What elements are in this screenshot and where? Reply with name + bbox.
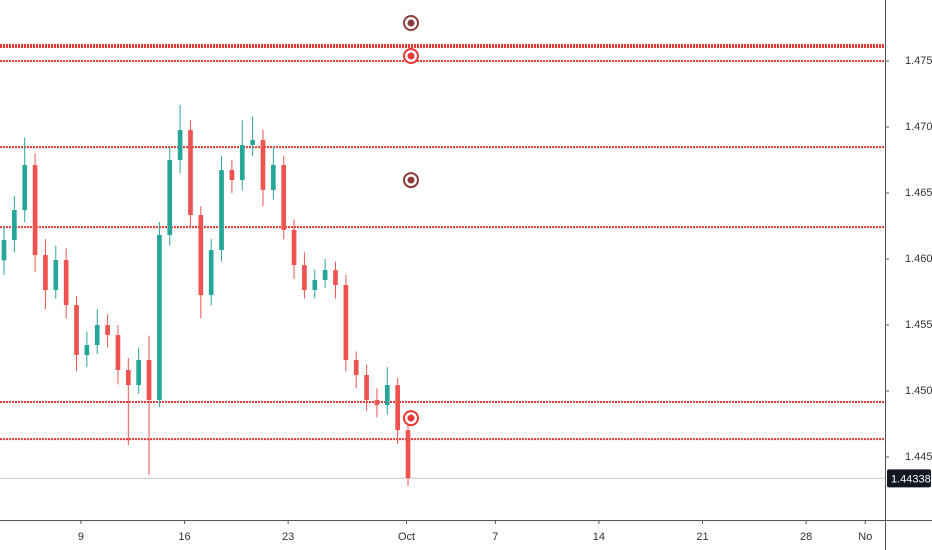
x-tick-label: No [858, 531, 872, 543]
candle-body [1, 240, 7, 261]
candle-body [125, 370, 131, 386]
candle-body [22, 165, 28, 211]
candle-body [177, 130, 183, 160]
candle-body [74, 305, 79, 355]
y-tick-label: 1.44500 [905, 451, 932, 463]
candle-body [229, 170, 235, 181]
y-tick-label: 1.45000 [905, 385, 932, 397]
marker-dot [407, 52, 415, 60]
candle-body [63, 260, 69, 306]
candle-body [53, 260, 59, 291]
candle-body [157, 234, 162, 400]
candle-body [271, 165, 276, 190]
candle-body [146, 360, 152, 400]
y-tick-label: 1.45500 [905, 319, 932, 331]
x-tick-label: 14 [593, 531, 605, 543]
candle-body [239, 145, 245, 181]
candle-body [291, 229, 297, 266]
candle-body [198, 215, 204, 296]
candle-body [94, 325, 100, 346]
candle-body [105, 325, 110, 336]
x-tick-label: 23 [282, 531, 294, 543]
candle-body [136, 360, 142, 386]
candle-body [281, 165, 287, 230]
last-price-box [887, 469, 931, 488]
x-tick-label: 9 [78, 531, 84, 543]
candle-body [43, 255, 48, 291]
candle-body [208, 250, 214, 296]
candle-body [12, 210, 17, 240]
candle-body [32, 165, 38, 256]
candle-body [188, 130, 193, 216]
candle-body [167, 160, 173, 235]
candle-body [115, 335, 121, 371]
candle-body [260, 140, 266, 190]
y-tick-label: 1.46000 [905, 253, 932, 265]
candle-body [353, 360, 359, 376]
y-tick-label: 1.47500 [905, 55, 932, 67]
candle-body [343, 285, 349, 360]
candle-body [322, 270, 328, 280]
candle-body [302, 265, 307, 291]
x-tick-label: 7 [492, 531, 498, 543]
candle-body [374, 400, 380, 406]
marker-dot [407, 176, 415, 184]
x-tick-label: Oct [398, 531, 415, 543]
candle-body [312, 280, 318, 291]
candle-body [219, 170, 224, 251]
y-tick-label: 1.47000 [905, 121, 932, 133]
candle-body [395, 385, 400, 431]
candle-body [405, 430, 411, 479]
candle-body [84, 345, 90, 355]
candle-body [250, 140, 255, 146]
x-tick-label: 28 [800, 531, 812, 543]
x-tick-label: 21 [696, 531, 708, 543]
candle-body [333, 270, 338, 286]
x-tick-label: 16 [178, 531, 190, 543]
last-price-label: 1.44338 [891, 473, 931, 485]
candle-body [364, 375, 369, 400]
candle-body [384, 385, 390, 406]
marker-dot [407, 19, 415, 27]
y-tick-label: 1.46500 [905, 187, 932, 199]
marker-dot [407, 414, 415, 422]
